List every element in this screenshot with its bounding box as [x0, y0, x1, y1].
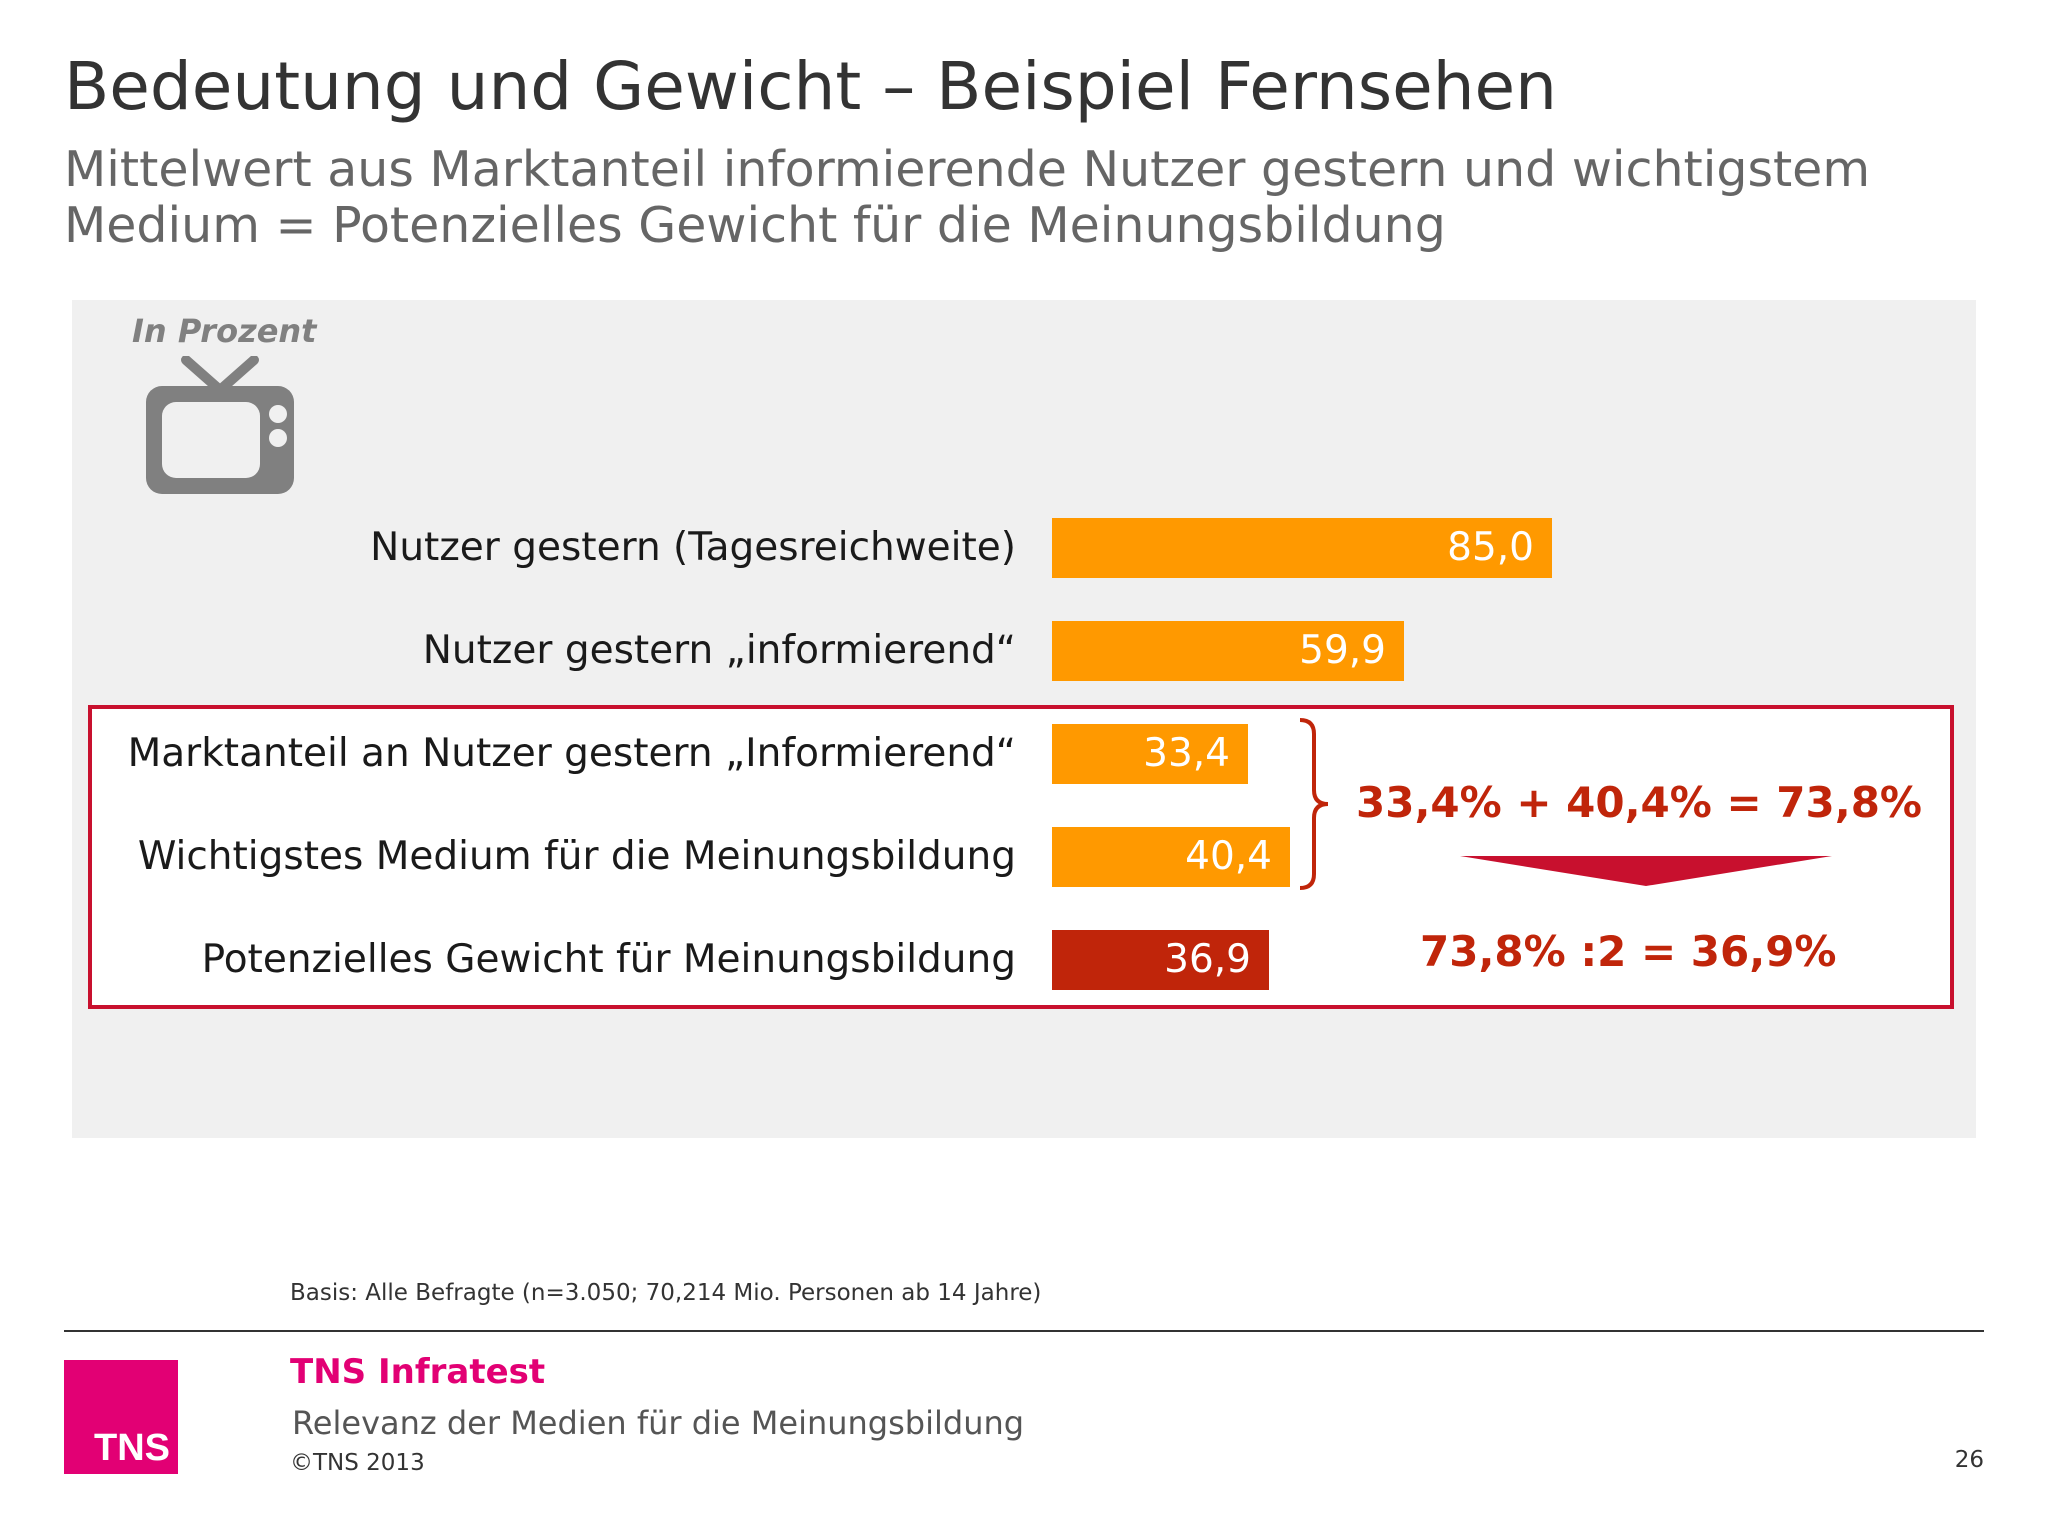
bar-value-label: 33,4: [1143, 731, 1230, 776]
bar-value-label: 59,9: [1299, 628, 1386, 673]
down-arrow-icon: [1460, 856, 1832, 886]
bar: 36,9: [1052, 930, 1269, 990]
sum-annotation: 33,4% + 40,4% = 73,8%: [1356, 778, 1922, 827]
page-title: Bedeutung und Gewicht – Beispiel Fernseh…: [64, 48, 1557, 125]
result-annotation: 73,8% :2 = 36,9%: [1420, 927, 1837, 976]
unit-label: In Prozent: [132, 312, 317, 350]
footer-divider: [64, 1330, 1984, 1332]
bar-value-label: 85,0: [1447, 525, 1534, 570]
category-label: Wichtigstes Medium für die Meinungsbildu…: [137, 834, 1016, 879]
bar: 33,4: [1052, 724, 1248, 784]
page-number: 26: [1954, 1447, 1984, 1473]
category-label: Marktanteil an Nutzer gestern „Informier…: [127, 731, 1016, 776]
company-name: TNS Infratest: [290, 1352, 546, 1392]
subtitle-line-1: Mittelwert aus Marktanteil informierende…: [64, 141, 1871, 198]
category-label: Potenzielles Gewicht für Meinungsbildung: [201, 937, 1016, 982]
copyright: ©TNS 2013: [290, 1450, 425, 1476]
bar: 40,4: [1052, 827, 1290, 887]
logo-text: TNS: [94, 1427, 170, 1469]
bar-value-label: 40,4: [1185, 834, 1272, 879]
sum-bracket: [1299, 718, 1329, 890]
bar: 85,0: [1052, 518, 1552, 578]
page-subtitle: Mittelwert aus Marktanteil informierende…: [64, 142, 2024, 254]
bar-value-label: 36,9: [1164, 937, 1251, 982]
tns-logo: TNS: [64, 1360, 178, 1474]
category-label: Nutzer gestern (Tagesreichweite): [370, 525, 1016, 570]
footer-subject: Relevanz der Medien für die Meinungsbild…: [292, 1404, 1025, 1442]
basis-note: Basis: Alle Befragte (n=3.050; 70,214 Mi…: [290, 1280, 1042, 1306]
subtitle-line-2: Medium = Potenzielles Gewicht für die Me…: [64, 197, 1446, 254]
television-icon: [146, 356, 294, 494]
category-label: Nutzer gestern „informierend“: [422, 628, 1016, 673]
bar: 59,9: [1052, 621, 1404, 681]
